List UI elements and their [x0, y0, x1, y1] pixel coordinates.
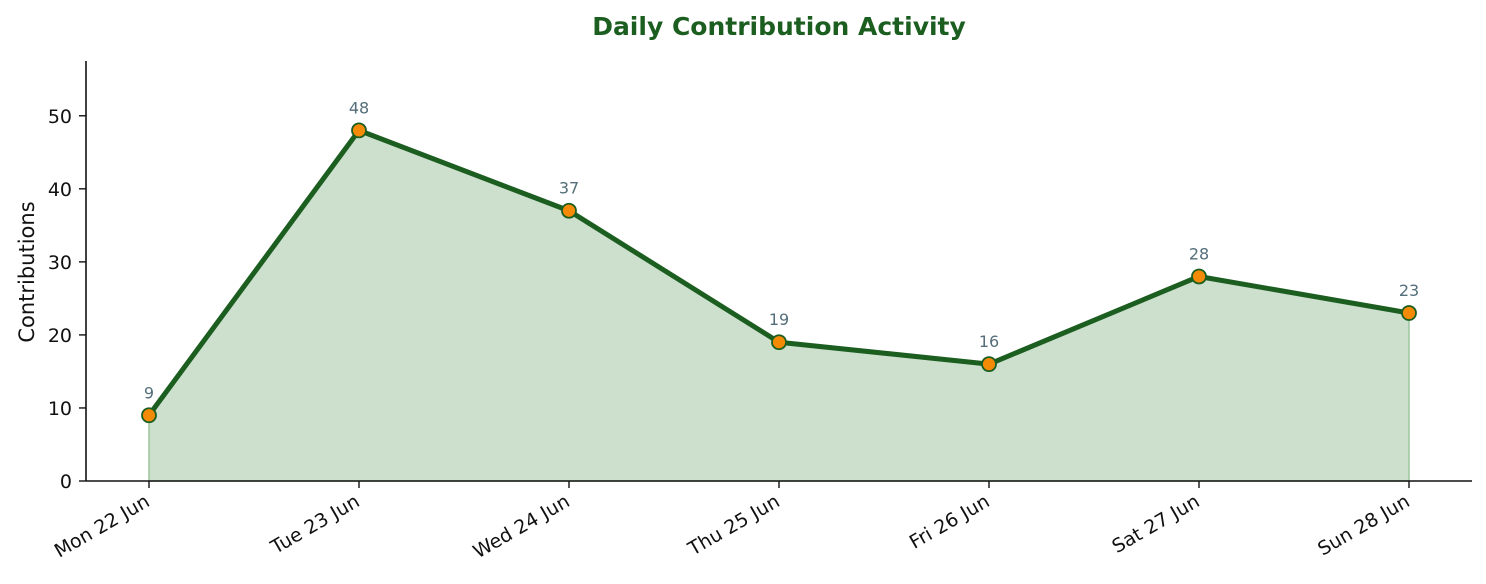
data-point-marker [1191, 268, 1207, 285]
x-tick-label: Thu 25 Jun [684, 490, 784, 560]
y-tick-label: 10 [48, 398, 72, 420]
data-label-layer: 9 48 37 19 16 28 23 [144, 98, 1419, 402]
data-label: 19 [769, 310, 789, 329]
data-label: 23 [1399, 281, 1419, 300]
data-point-marker [1401, 305, 1417, 321]
marker-layer [141, 122, 1417, 424]
y-tick-label: 20 [48, 325, 72, 347]
data-label: 9 [144, 383, 154, 402]
area-layer [148, 129, 1410, 482]
y-axis-label: Contributions [15, 201, 39, 342]
x-tick-label: Sun 28 Jun [1314, 490, 1413, 560]
data-label: 16 [979, 332, 999, 351]
area-fill [148, 129, 1410, 482]
x-tick-label: Sat 27 Jun [1108, 490, 1203, 558]
data-label: 28 [1189, 244, 1209, 263]
y-tick-label: 0 [60, 471, 72, 493]
data-point-marker [561, 202, 577, 219]
y-tick-label: 30 [48, 252, 72, 274]
y-tick-label: 40 [48, 179, 72, 201]
data-point-marker [141, 407, 157, 424]
x-tick-label: Mon 22 Jun [51, 490, 154, 562]
x-tick-label: Wed 24 Jun [470, 490, 574, 563]
data-point-marker [351, 122, 367, 139]
x-tick-label: Fri 26 Jun [906, 490, 994, 553]
x-tick-label: Tue 23 Jun [266, 490, 363, 559]
y-tick-label: 50 [48, 106, 72, 128]
chart-title: Daily Contribution Activity [592, 12, 966, 41]
data-label: 48 [349, 98, 369, 117]
data-label: 37 [559, 179, 579, 198]
data-point-marker [981, 356, 997, 373]
data-point-marker [771, 334, 787, 351]
